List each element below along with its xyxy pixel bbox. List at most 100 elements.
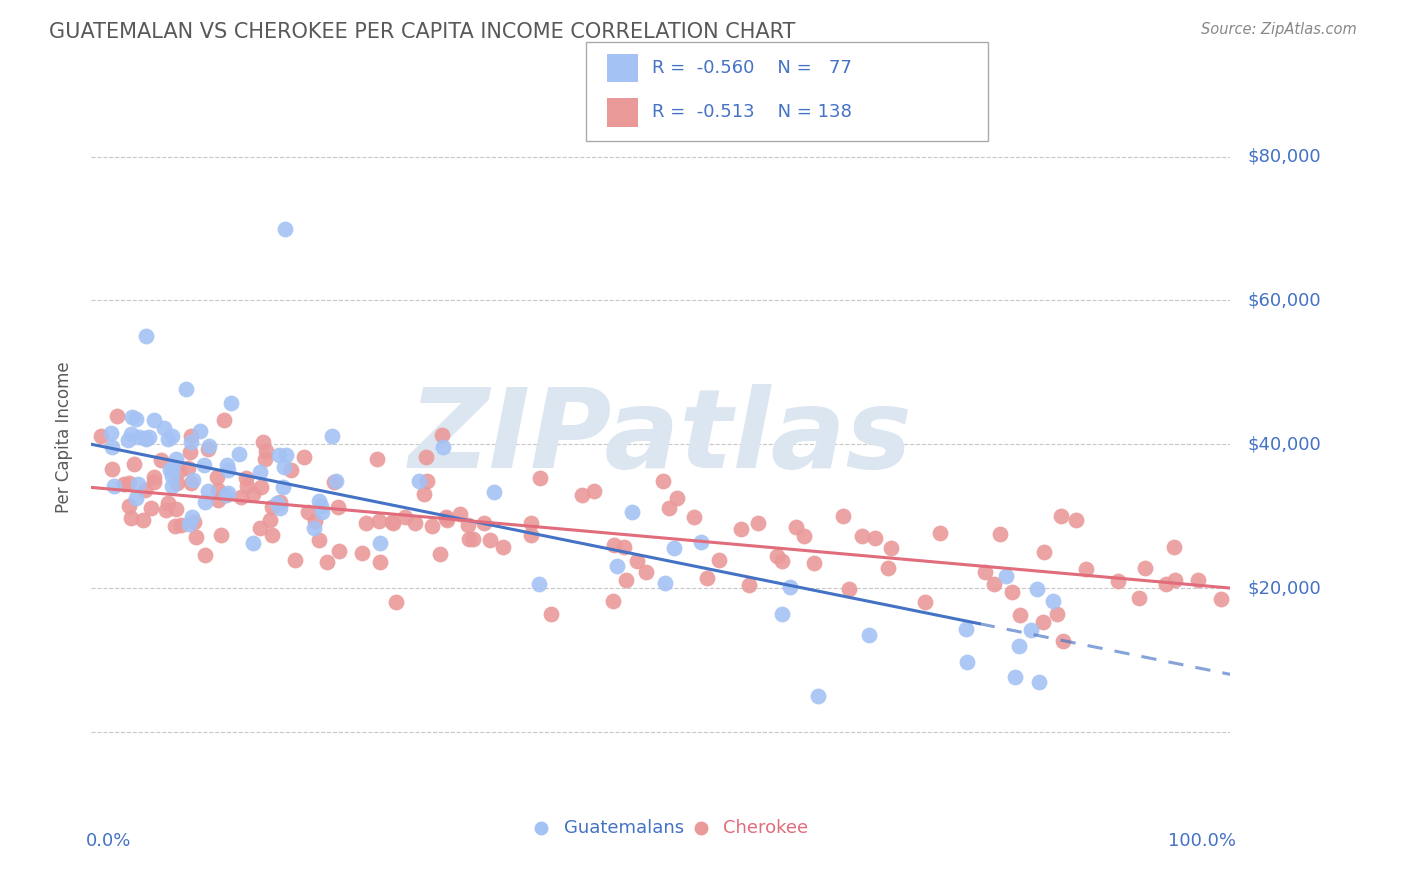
Point [156, 432, 179, 446]
Point [160, 478, 183, 492]
Text: ZIPatlas: ZIPatlas [409, 384, 912, 491]
Point [124, 412, 146, 426]
Point [160, 461, 183, 475]
Point [267, 448, 290, 462]
Point [103, 479, 125, 493]
Point [356, 516, 378, 530]
Point [1050, 509, 1073, 524]
Point [100, 425, 122, 440]
Point [260, 500, 283, 515]
Point [131, 513, 153, 527]
Point [1163, 541, 1185, 555]
Point [194, 548, 217, 562]
Point [1076, 561, 1098, 575]
Text: $80,000: $80,000 [1247, 148, 1322, 166]
Point [149, 453, 172, 467]
Point [217, 486, 239, 500]
Point [143, 470, 166, 484]
Point [803, 556, 825, 570]
Point [1164, 573, 1187, 587]
Point [165, 519, 187, 533]
Point [197, 442, 219, 457]
Point [101, 440, 124, 454]
Point [472, 516, 495, 531]
Point [118, 499, 141, 513]
Point [654, 576, 676, 591]
Point [956, 655, 979, 669]
Point [529, 577, 551, 591]
Point [785, 519, 807, 533]
Point [219, 396, 242, 410]
Point [117, 433, 139, 447]
Point [235, 470, 257, 484]
Point [807, 689, 830, 703]
Point [416, 474, 439, 488]
Point [236, 478, 259, 492]
Text: R =  -0.513    N = 138: R = -0.513 N = 138 [652, 103, 852, 121]
Point [311, 499, 333, 513]
Point [429, 547, 451, 561]
Point [242, 487, 264, 501]
Text: Source: ZipAtlas.com: Source: ZipAtlas.com [1201, 22, 1357, 37]
Point [153, 421, 176, 435]
Point [540, 607, 562, 621]
Point [302, 521, 325, 535]
Point [766, 549, 789, 563]
Point [415, 450, 437, 464]
Point [260, 528, 283, 542]
Point [529, 471, 551, 485]
Point [125, 491, 148, 505]
Point [394, 509, 416, 524]
Point [412, 487, 434, 501]
Point [381, 515, 404, 529]
Point [180, 509, 202, 524]
Point [606, 559, 628, 574]
Point [269, 501, 291, 516]
Point [457, 533, 479, 547]
Point [308, 533, 330, 548]
Point [160, 429, 183, 443]
Point [1010, 608, 1032, 623]
Point [249, 465, 271, 479]
Point [280, 463, 302, 477]
Point [101, 462, 124, 476]
Point [212, 413, 235, 427]
Point [166, 475, 188, 490]
Point [180, 475, 202, 490]
Point [138, 430, 160, 444]
Point [141, 501, 163, 516]
Point [730, 522, 752, 536]
Point [1001, 584, 1024, 599]
Point [274, 449, 297, 463]
Point [188, 424, 211, 438]
Point [620, 505, 643, 519]
Point [184, 530, 207, 544]
Point [135, 432, 157, 446]
Point [422, 519, 444, 533]
Point [457, 518, 479, 533]
Point [207, 483, 229, 497]
Point [626, 554, 648, 568]
Point [877, 561, 900, 575]
Point [449, 507, 471, 521]
Point [170, 518, 193, 533]
Point [1025, 582, 1047, 596]
Point [831, 509, 853, 524]
Point [368, 536, 391, 550]
Point [1008, 639, 1031, 653]
Point [284, 553, 307, 567]
Point [142, 413, 165, 427]
Point [995, 569, 1018, 583]
Point [215, 488, 238, 502]
Point [613, 540, 636, 554]
Point [461, 532, 484, 546]
Point [1028, 675, 1050, 690]
Point [350, 546, 373, 560]
Point [1046, 607, 1069, 622]
Point [929, 525, 952, 540]
Point [1032, 615, 1054, 629]
Point [636, 566, 658, 580]
Point [181, 473, 204, 487]
Point [266, 496, 288, 510]
Text: R =  -0.560    N =   77: R = -0.560 N = 77 [652, 59, 852, 77]
